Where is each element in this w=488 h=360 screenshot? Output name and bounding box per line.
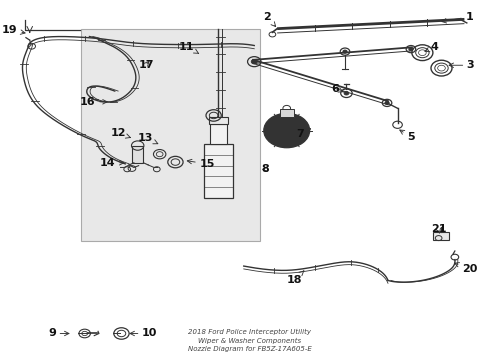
Bar: [432, 232, 448, 240]
Text: 3: 3: [448, 60, 473, 70]
Text: 10: 10: [130, 328, 157, 338]
Bar: [208, 117, 227, 125]
Circle shape: [342, 50, 346, 53]
Text: 4: 4: [424, 42, 438, 52]
Text: 18: 18: [286, 271, 303, 285]
Bar: [203, 144, 232, 198]
Text: 19: 19: [2, 25, 25, 35]
Circle shape: [263, 113, 309, 148]
Text: 9: 9: [48, 328, 69, 338]
Text: 16: 16: [80, 97, 107, 107]
Text: 6: 6: [331, 84, 343, 94]
Text: 2018 Ford Police Interceptor Utility
Wiper & Washer Components
Nozzle Diagram fo: 2018 Ford Police Interceptor Utility Wip…: [187, 329, 311, 352]
Circle shape: [251, 59, 257, 64]
Circle shape: [408, 48, 412, 51]
Text: 11: 11: [179, 42, 198, 54]
Circle shape: [344, 91, 348, 95]
Text: 8: 8: [261, 164, 268, 174]
Text: 14: 14: [100, 158, 123, 168]
Text: 20: 20: [454, 263, 476, 274]
Text: 15: 15: [187, 159, 214, 169]
Text: 13: 13: [137, 133, 158, 144]
Text: 21: 21: [430, 225, 446, 234]
Bar: [279, 109, 293, 117]
Text: 7: 7: [296, 129, 310, 139]
Circle shape: [384, 101, 388, 104]
Text: 17: 17: [138, 59, 154, 69]
Bar: [210, 125, 226, 144]
Bar: [132, 145, 142, 163]
Text: 5: 5: [399, 130, 414, 142]
Text: 2: 2: [263, 12, 275, 27]
Bar: [81, 30, 260, 241]
Text: 12: 12: [110, 129, 130, 138]
Text: 1: 1: [441, 12, 472, 23]
